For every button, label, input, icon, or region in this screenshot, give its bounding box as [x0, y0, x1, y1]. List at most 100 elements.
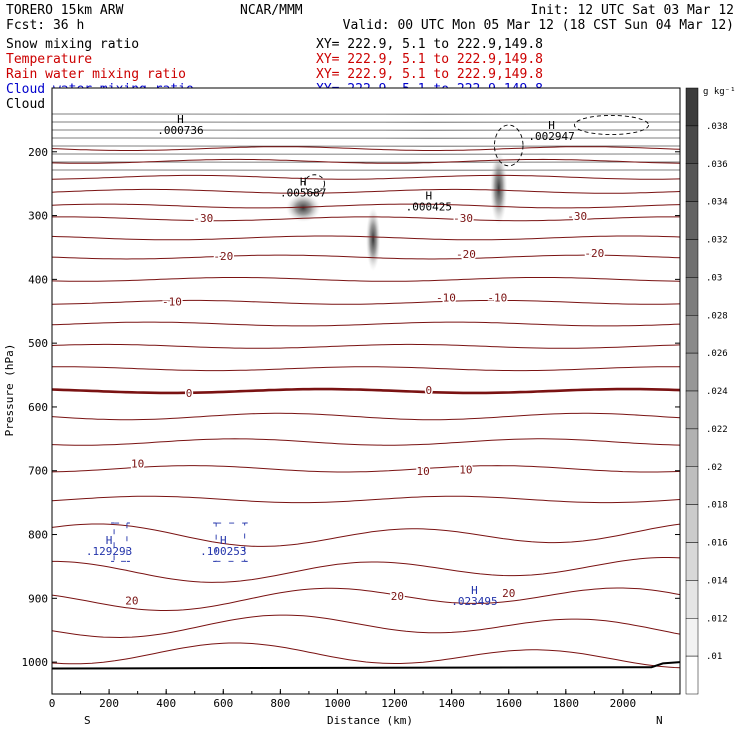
field-xy: XY= 222.9, 5.1 to 222.9,149.8 — [316, 67, 543, 82]
colorbar-swatch — [685, 580, 699, 619]
maximum-value: .005687 — [280, 187, 326, 200]
isotherm-line — [52, 203, 680, 209]
valid-time: Valid: 00 UTC Mon 05 Mar 12 (18 CST Sun … — [343, 18, 734, 33]
maximum-value: .100253 — [200, 545, 246, 558]
isotherm-line — [52, 614, 680, 639]
x-tick-label: 1200 — [381, 697, 408, 710]
maximum-mark: H — [220, 534, 227, 547]
colorbar-swatch — [685, 428, 699, 467]
isotherm-line — [52, 438, 680, 446]
y-tick-label: 400 — [28, 273, 48, 286]
x-axis-label: Distance (km) — [327, 714, 413, 727]
south-label: S — [84, 714, 91, 727]
maximum-value: .000736 — [157, 124, 203, 137]
isotherm-labels: -30 -30 -30 -20 -20 -20 -10 -10 -10 0 0 10 10 10 20 20 2… — [124, 208, 606, 609]
snow-cell — [286, 193, 321, 222]
colorbar-swatch — [685, 125, 699, 164]
colorbar-swatch — [685, 277, 699, 316]
maximum-value: .129293 — [86, 545, 132, 558]
plot-area: -30 -30 -30 -20 -20 -20 -10 -10 -10 0 0 10 10 10 20 20 2… — [22, 87, 681, 710]
cloud-water-bracket — [213, 522, 248, 562]
colorbar-tick-label: .026 — [706, 349, 728, 359]
colorbar-tick-label: .014 — [706, 576, 728, 586]
isotherm-line — [52, 387, 680, 395]
colorbar-swatch — [685, 504, 699, 543]
north-label: N — [656, 714, 663, 727]
upper-contour-line — [52, 137, 680, 139]
maximum-mark: H — [471, 584, 478, 597]
y-tick-label: 700 — [28, 465, 48, 478]
isotherm-line — [52, 235, 680, 241]
isotherm-label: 0 — [186, 387, 193, 400]
x-tick-label: 0 — [49, 697, 56, 710]
isotherm-label: 10 — [416, 465, 429, 478]
maximum-value: .002947 — [528, 130, 574, 143]
colorbar-tick-label: .038 — [706, 122, 728, 132]
colorbar-unit: g kg⁻¹ — [703, 87, 736, 97]
field-xy: XY= 222.9, 5.1 to 222.9,149.8 — [316, 52, 543, 67]
colorbar-swatch — [685, 542, 699, 581]
isotherm-line — [52, 254, 680, 260]
upper-contour-line — [52, 169, 680, 171]
snow-cell — [366, 207, 381, 272]
isotherm-line — [52, 299, 680, 305]
maximum-mark: H — [425, 190, 432, 203]
x-tick-label: 1600 — [495, 697, 522, 710]
colorbar-tick-label: .03 — [706, 273, 722, 283]
maximum-mark: H — [177, 113, 184, 126]
isotherm-line — [52, 587, 680, 611]
upper-contour-line — [52, 121, 680, 123]
colorbar-swatch — [685, 87, 699, 127]
colorbar: .038 .036 .034 .032 .03 .028 .026 .024 .022 .02 .0… — [685, 87, 728, 695]
init-time: Init: 12 UTC Sat 03 Mar 12 — [531, 3, 735, 18]
y-tick-label: 800 — [28, 529, 48, 542]
y-tick-label: 1000 — [22, 656, 49, 669]
ice-contour — [573, 114, 650, 136]
colorbar-tick-label: .012 — [706, 614, 728, 624]
x-tick-label: 1800 — [553, 697, 580, 710]
cloud-water-bracket — [111, 522, 130, 562]
maximum-value: .023495 — [451, 595, 497, 608]
forecast-hour: Fcst: 36 h — [6, 18, 84, 33]
isotherm-line — [52, 188, 680, 194]
isotherm-label: 10 — [459, 464, 472, 477]
terrain-surface-line — [51, 661, 681, 670]
y-tick-label: 900 — [28, 592, 48, 605]
maximum-value: .000425 — [406, 201, 452, 214]
isotherm-line — [52, 146, 680, 151]
terrain-line — [51, 661, 681, 670]
colorbar-swatch — [685, 466, 699, 505]
isotherm-line — [52, 523, 680, 547]
isotherm-label: 20 — [391, 590, 404, 603]
colorbar-swatch — [685, 163, 699, 202]
upper-contour-line — [52, 161, 680, 163]
isotherm-line — [52, 557, 680, 583]
colorbar-swatch — [685, 352, 699, 392]
isotherm-label: -30 — [453, 212, 473, 225]
x-tick-label: 1400 — [438, 697, 465, 710]
isotherm-label: -10 — [487, 292, 507, 305]
center-title: NCAR/MMM — [240, 3, 303, 18]
temperature-isotherms — [52, 146, 680, 669]
y-tick-label: 600 — [28, 401, 48, 414]
isotherm-line — [52, 642, 680, 669]
isotherm-label: -30 — [567, 210, 587, 223]
isotherm-label: -10 — [436, 292, 456, 305]
colorbar-tick-label: .024 — [706, 387, 728, 397]
isotherm-line — [52, 321, 680, 327]
isotherm-line — [52, 366, 680, 372]
cloud-ice-contours — [304, 114, 650, 194]
colorbar-tick-label: .01 — [706, 652, 722, 662]
isotherm-label: 10 — [131, 457, 144, 470]
field-name: Temperature — [6, 52, 92, 67]
isotherm-label: -20 — [584, 247, 604, 260]
upper-contour-line — [52, 113, 680, 115]
upper-contour-line — [52, 129, 680, 131]
x-tick-label: 1000 — [324, 697, 351, 710]
y-tick-label: 300 — [28, 210, 48, 223]
field-name: Rain water mixing ratio — [6, 67, 186, 82]
colorbar-tick-label: .034 — [706, 198, 728, 208]
maximum-mark: H — [300, 176, 307, 189]
